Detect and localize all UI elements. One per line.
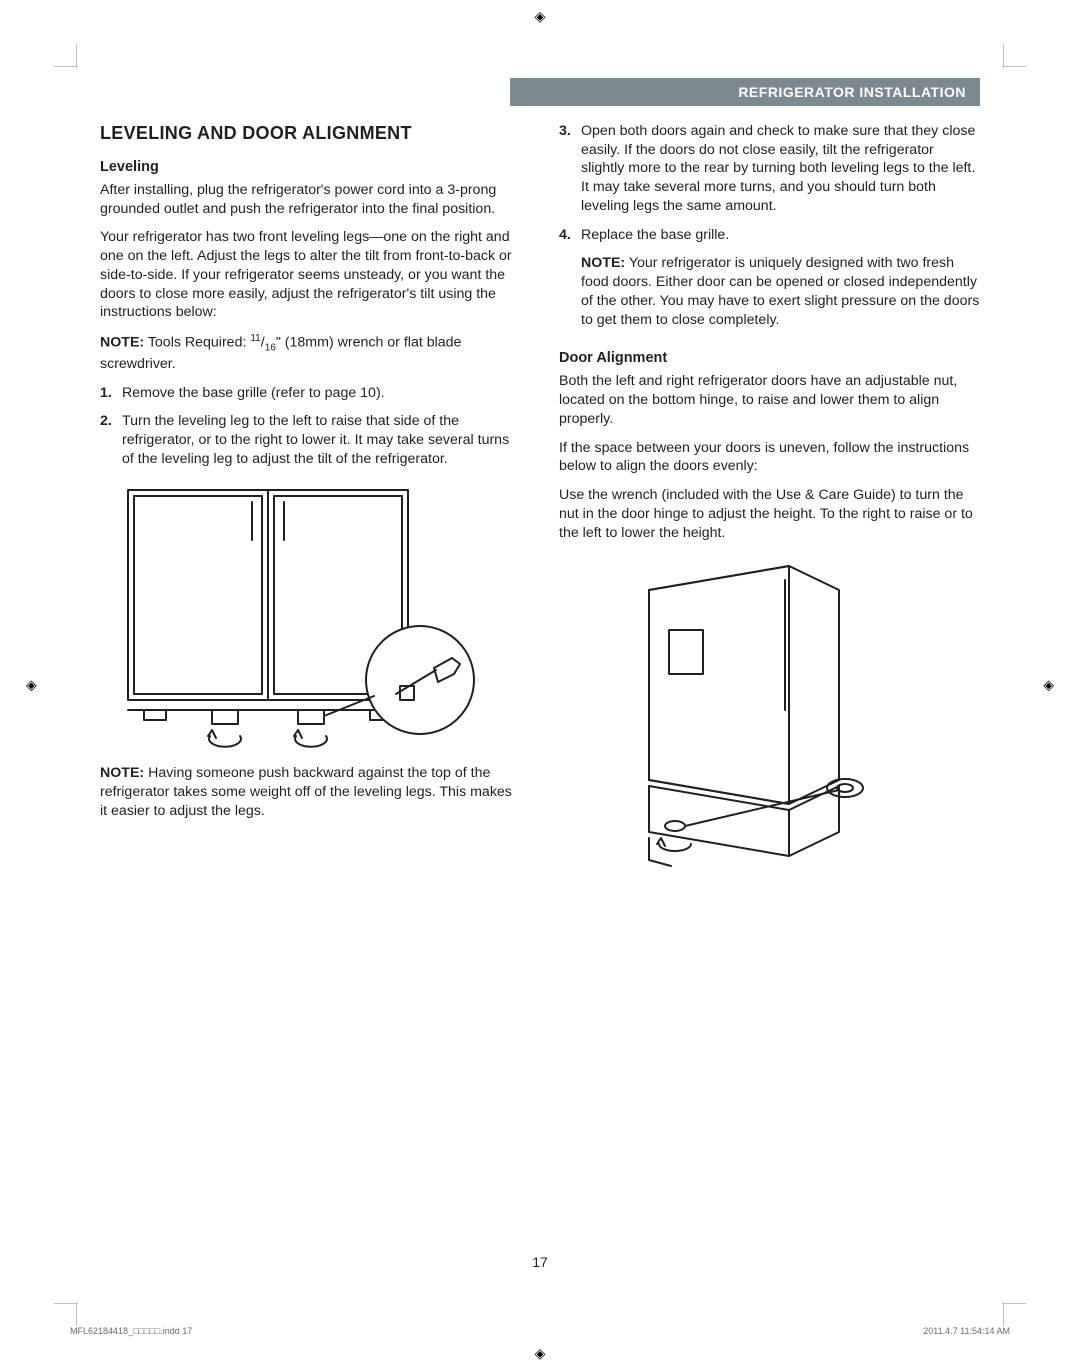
step-1: 1. Remove the base grille (refer to page… — [100, 384, 521, 403]
page-number: 17 — [532, 1254, 548, 1270]
step-number: 1. — [100, 384, 122, 403]
note-text: Tools Required: — [144, 335, 250, 351]
crop-mark-icon — [1002, 1302, 1026, 1326]
paragraph: Use the wrench (included with the Use & … — [559, 486, 980, 542]
step-2: 2. Turn the leveling leg to the left to … — [100, 412, 521, 468]
registration-mark-right-icon: ◈ — [1043, 677, 1054, 694]
crop-mark-icon — [1002, 44, 1026, 68]
note-label: NOTE: — [581, 255, 625, 271]
registration-mark-top-icon: ◈ — [535, 8, 546, 25]
step-4-text: Replace the base grille. — [581, 227, 729, 243]
step-number: 2. — [100, 412, 122, 468]
registration-mark-left-icon: ◈ — [26, 677, 37, 694]
footer-filename: MFL62184418_□□□□□.indd 17 — [70, 1326, 192, 1336]
crop-mark-icon — [54, 44, 78, 68]
figure-leveling-legs — [100, 480, 521, 750]
heading-leveling: LEVELING AND DOOR ALIGNMENT — [100, 122, 521, 146]
note-doors: NOTE: Your refrigerator is uniquely desi… — [581, 254, 980, 329]
note-push-back: NOTE: Having someone push backward again… — [100, 764, 521, 820]
subheading-leveling: Leveling — [100, 158, 521, 177]
step-4: 4. Replace the base grille. NOTE: Your r… — [559, 226, 980, 340]
step-number: 3. — [559, 122, 581, 216]
registration-mark-bottom-icon: ◈ — [535, 1345, 546, 1362]
note-tools: NOTE: Tools Required: 11/16" (18mm) wren… — [100, 332, 521, 373]
section-header: REFRIGERATOR INSTALLATION — [510, 78, 980, 106]
note-label: NOTE: — [100, 335, 144, 351]
left-column: LEVELING AND DOOR ALIGNMENT Leveling Aft… — [100, 122, 521, 884]
note-text: Having someone push backward against the… — [100, 765, 512, 818]
note-text: Your refrigerator is uniquely designed w… — [581, 255, 979, 327]
paragraph: Both the left and right refrigerator doo… — [559, 372, 980, 428]
fraction-numerator: 11 — [250, 333, 260, 344]
paragraph: If the space between your doors is uneve… — [559, 439, 980, 476]
footer-timestamp: 2011.4.7 11:54:14 AM — [923, 1326, 1010, 1336]
step-text: Remove the base grille (refer to page 10… — [122, 384, 521, 403]
fraction-denominator: 16 — [265, 343, 276, 354]
paragraph: After installing, plug the refrigerator'… — [100, 181, 521, 218]
step-text: Turn the leveling leg to the left to rai… — [122, 412, 521, 468]
paragraph: Your refrigerator has two front leveling… — [100, 228, 521, 322]
section-header-title: REFRIGERATOR INSTALLATION — [738, 84, 966, 100]
subheading-door-alignment: Door Alignment — [559, 349, 980, 368]
figure-door-alignment — [589, 560, 980, 870]
page: ◈ ◈ ◈ ◈ REFRIGERATOR INSTALLATION LEVELI… — [0, 0, 1080, 1370]
step-number: 4. — [559, 226, 581, 340]
door-alignment-diagram-icon — [589, 560, 919, 870]
content-columns: LEVELING AND DOOR ALIGNMENT Leveling Aft… — [100, 122, 980, 884]
right-column: 3. Open both doors again and check to ma… — [559, 122, 980, 884]
note-label: NOTE: — [100, 765, 144, 781]
crop-mark-icon — [54, 1302, 78, 1326]
step-text: Replace the base grille. NOTE: Your refr… — [581, 226, 980, 340]
leveling-diagram-icon — [100, 480, 508, 750]
step-text: Open both doors again and check to make … — [581, 122, 980, 216]
step-3: 3. Open both doors again and check to ma… — [559, 122, 980, 216]
